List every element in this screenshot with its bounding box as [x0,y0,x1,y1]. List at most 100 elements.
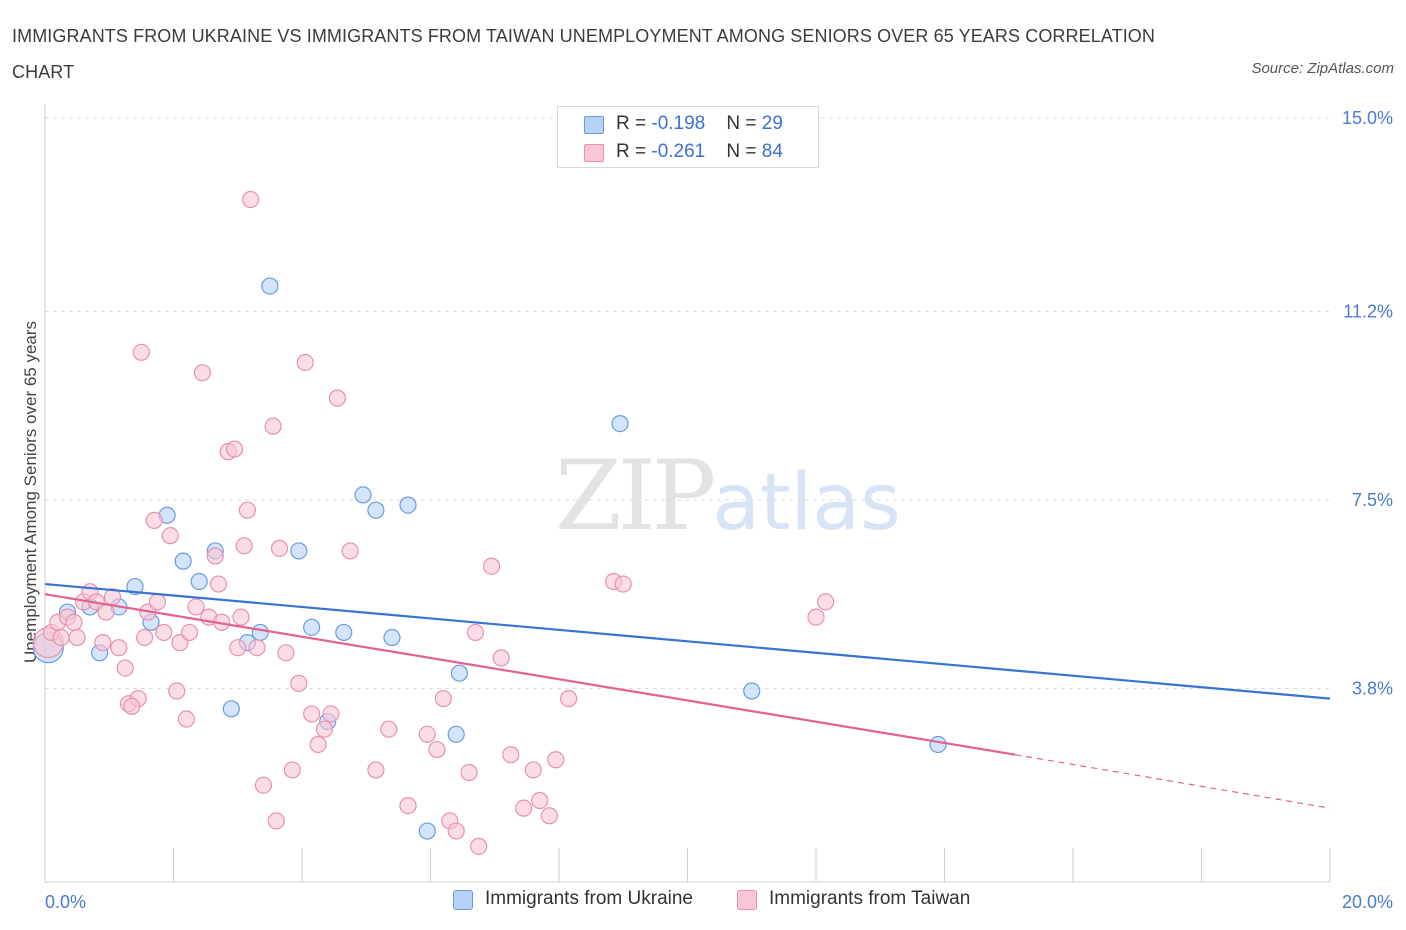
legend-n-label: N = [726,141,762,162]
taiwan-point [225,440,244,458]
taiwan-point [52,628,70,647]
taiwan-point [267,812,285,830]
bottom-legend-label-ukraine: Immigrants from Ukraine [485,888,693,909]
taiwan-point [242,190,260,209]
ukraine-point [354,486,372,504]
taiwan-point [328,389,346,407]
taiwan-point [540,807,558,825]
taiwan-point [145,511,163,529]
ukraine-point [383,628,401,647]
taiwan-point [110,639,128,657]
ukraine-point [174,552,192,570]
taiwan-point [148,593,167,611]
legend-n-label: N = [726,113,762,134]
taiwan-point [209,575,228,593]
bottom-legend-swatch-taiwan [737,890,757,910]
legend-swatch-taiwan [584,144,604,162]
taiwan-point [428,740,446,759]
ukraine-trend-line [44,582,1331,700]
taiwan-point [303,705,321,723]
taiwan-point [434,690,452,708]
legend-r-label: R = [616,141,652,162]
taiwan-point [187,598,205,616]
correlation-legend: R = -0.198 N = 29 R = -0.261 N = 84 [557,106,819,168]
taiwan-point [180,623,199,642]
taiwan-point [466,623,485,642]
ukraine-point [611,415,629,433]
bottom-legend-swatch-ukraine [453,890,473,910]
taiwan-point [460,763,478,782]
taiwan-point [123,697,141,715]
taiwan-point [290,674,308,692]
taiwan-point [193,364,212,382]
taiwan-point [229,639,247,657]
taiwan-point [315,720,334,738]
taiwan-point [492,649,510,667]
taiwan-point [238,501,256,519]
taiwan-point [283,761,301,779]
taiwan-point [470,837,488,855]
taiwan-trend-extension [1015,754,1331,809]
ukraine-point [399,496,417,514]
taiwan-point [309,735,327,754]
taiwan-point [380,720,398,738]
ukraine-point [261,277,279,295]
ukraine-point [450,664,469,682]
y-tick-label: 3.8% [1352,678,1393,698]
taiwan-point [116,659,134,677]
taiwan-point [155,623,173,642]
legend-r-value: -0.261 [651,141,706,162]
legend-r-label: R = [616,113,652,134]
ukraine-point [929,735,947,754]
taiwan-point [68,628,86,647]
taiwan-point [524,761,542,779]
taiwan-point [547,751,565,769]
ukraine-point [303,618,321,636]
ukraine-point [222,700,240,718]
y-tick-label: 15.0% [1342,108,1393,128]
taiwan-point [418,725,436,743]
taiwan-point [502,746,520,764]
taiwan-point [515,799,533,817]
taiwan-point [248,639,266,657]
taiwan-point [341,542,359,560]
taiwan-point [277,644,295,662]
taiwan-point [135,628,154,647]
taiwan-point [482,557,501,575]
taiwan-point [817,593,835,611]
bottom-legend-label-taiwan: Immigrants from Taiwan [769,888,971,909]
taiwan-point [232,608,250,626]
legend-r-value: -0.198 [651,113,706,134]
watermark-atlas: atlas [712,458,901,548]
taiwan-point [322,705,340,723]
watermark-zip: ZIP [555,440,716,552]
taiwan-point [168,682,186,700]
taiwan-point [132,343,150,361]
legend-n-value: 29 [761,113,783,134]
ukraine-point [418,822,436,840]
source-label: Source: ZipAtlas.com [1251,60,1394,77]
taiwan-point [97,603,115,621]
chart-title: IMMIGRANTS FROM UKRAINE VS IMMIGRANTS FR… [12,26,1156,82]
taiwan-point [94,634,112,652]
y-tick-label: 7.5% [1352,490,1393,510]
taiwan-point [264,417,282,435]
ukraine-point [290,542,308,560]
ukraine-point [335,623,353,642]
watermark: ZIPatlas [555,440,901,552]
taiwan-point [560,690,578,708]
taiwan-point [254,776,273,794]
ukraine-point [251,623,269,642]
taiwan-point [177,710,195,728]
ukraine-point [126,577,144,596]
taiwan-point [206,547,224,565]
taiwan-point [531,791,549,810]
taiwan-trend-line [44,593,1016,756]
ukraine-point [447,725,465,743]
x-tick-label-max: 20.0% [1342,892,1393,912]
taiwan-point [614,575,632,593]
ukraine-point [367,501,385,519]
taiwan-point [447,822,465,840]
legend-swatch-ukraine [584,116,604,134]
